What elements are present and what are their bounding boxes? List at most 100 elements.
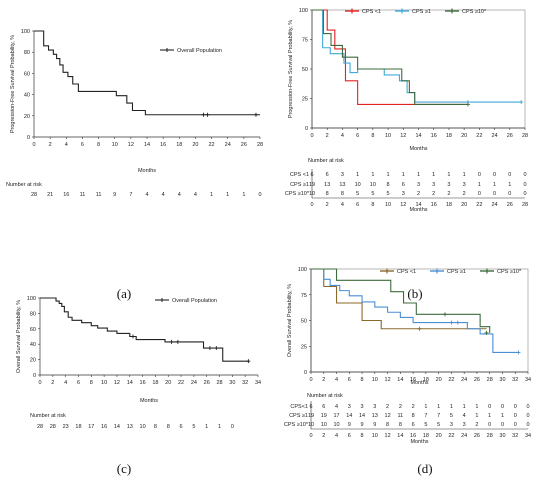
risk-count: 8 — [387, 182, 390, 188]
x-tick-label: 32 — [512, 377, 518, 383]
legend-label: CPS <1 — [397, 269, 416, 275]
risk-count: 6 — [402, 182, 405, 188]
x-tick-label: 4 — [335, 377, 338, 383]
y-axis-label: Progression-Free Survival Probability, % — [10, 35, 16, 133]
risk-count: 1 — [424, 404, 427, 410]
x-tick-label: 6 — [81, 142, 84, 148]
x-tick-label: 24 — [492, 133, 498, 139]
risk-count: 14 — [114, 424, 120, 430]
risk-count: 10 — [308, 422, 314, 428]
x-tick-label: 10 — [112, 142, 118, 148]
risk-count: 3 — [373, 404, 376, 410]
x-tick-label: 16 — [140, 380, 146, 386]
risk-count: 9 — [361, 422, 364, 428]
risk-count: 2 — [447, 191, 450, 197]
x-tick-label: 10 — [372, 377, 378, 383]
risk-count: 3 — [450, 422, 453, 428]
x-tick-label: 6 — [77, 380, 80, 386]
risk-count: 3 — [361, 404, 364, 410]
risk-table-header: Number at risk — [308, 158, 344, 164]
risk-count: 18 — [75, 424, 81, 430]
risk-count: 28 — [50, 424, 56, 430]
risk-count: 4 — [178, 192, 181, 198]
risk-x-tick-label: 22 — [448, 433, 454, 439]
x-tick-label: 0 — [310, 133, 313, 139]
y-tick-label: 25 — [302, 97, 308, 103]
x-tick-label: 0 — [32, 142, 35, 148]
risk-x-tick-label: 16 — [431, 202, 437, 208]
risk-count: 0 — [514, 404, 517, 410]
legend-label: CPS <1 — [362, 9, 381, 15]
risk-row-label: CPS ≥10* — [284, 422, 309, 428]
risk-count: 13 — [324, 182, 330, 188]
survival-curve-1 — [312, 9, 468, 105]
risk-count: 0 — [478, 191, 481, 197]
legend-label: Overall Population — [177, 48, 222, 54]
x-tick-label: 32 — [242, 380, 248, 386]
risk-count: 8 — [412, 413, 415, 419]
risk-count: 16 — [63, 192, 69, 198]
risk-x-tick-label: 30 — [499, 433, 505, 439]
risk-x-tick-label: 26 — [474, 433, 480, 439]
x-axis-label: Months — [140, 398, 158, 404]
risk-count: 6 — [180, 424, 183, 430]
risk-count: 14 — [346, 413, 352, 419]
risk-x-tick-label: 8 — [361, 433, 364, 439]
risk-count: 10 — [370, 182, 376, 188]
x-tick-label: 18 — [152, 380, 158, 386]
risk-count: 1 — [463, 172, 466, 178]
risk-count: 28 — [37, 424, 43, 430]
y-tick-label: 0 — [27, 135, 30, 141]
risk-count: 4 — [145, 192, 148, 198]
risk-x-tick-label: 8 — [371, 202, 374, 208]
risk-count: 0 — [488, 422, 491, 428]
risk-count: 9 — [113, 192, 116, 198]
risk-count: 8 — [341, 191, 344, 197]
x-tick-label: 2 — [322, 377, 325, 383]
risk-count: 0 — [501, 404, 504, 410]
y-tick-label: 75 — [301, 293, 307, 299]
legend-label: CPS ≥10* — [462, 9, 487, 15]
risk-count: 0 — [526, 404, 529, 410]
x-tick-label: 14 — [144, 142, 150, 148]
risk-count: 7 — [424, 413, 427, 419]
y-tick-label: 60 — [30, 327, 36, 333]
risk-x-tick-label: 34 — [525, 433, 531, 439]
risk-count: 1 — [463, 404, 466, 410]
x-tick-label: 6 — [348, 377, 351, 383]
x-tick-label: 26 — [474, 377, 480, 383]
y-tick-label: 20 — [30, 358, 36, 364]
risk-count: 7 — [437, 413, 440, 419]
risk-table-header: Number at risk — [30, 413, 66, 419]
risk-count: 3 — [402, 191, 405, 197]
risk-row-label: CPS ≥1 — [289, 413, 308, 419]
risk-count: 2 — [475, 422, 478, 428]
survival-curve-3 — [312, 9, 468, 105]
risk-count: 16 — [101, 424, 107, 430]
risk-count: 17 — [88, 424, 94, 430]
risk-x-tick-label: 2 — [322, 433, 325, 439]
risk-count: 0 — [488, 404, 491, 410]
risk-count: 6 — [310, 172, 313, 178]
legend-label: Overall Population — [172, 298, 217, 304]
x-tick-label: 0 — [38, 380, 41, 386]
risk-row-label: CPS ≥1 — [290, 182, 309, 188]
risk-count: 0 — [514, 413, 517, 419]
x-tick-label: 2 — [49, 142, 52, 148]
risk-x-tick-label: 6 — [356, 202, 359, 208]
risk-count: 1 — [226, 192, 229, 198]
risk-count: 6 — [326, 172, 329, 178]
risk-count: 1 — [450, 404, 453, 410]
risk-count: 1 — [218, 424, 221, 430]
risk-x-tick-label: 18 — [423, 433, 429, 439]
risk-count: 14 — [359, 413, 365, 419]
legend-label: CPS ≥10* — [497, 269, 522, 275]
y-tick-label: 0 — [305, 126, 308, 132]
risk-count: 3 — [463, 422, 466, 428]
x-axis-label: Months — [409, 146, 427, 152]
risk-count: 5 — [387, 191, 390, 197]
x-tick-label: 20 — [192, 142, 198, 148]
legend-label: CPS ≥1 — [447, 269, 466, 275]
panel-caption: (a) — [117, 286, 131, 301]
risk-count: 0 — [501, 422, 504, 428]
